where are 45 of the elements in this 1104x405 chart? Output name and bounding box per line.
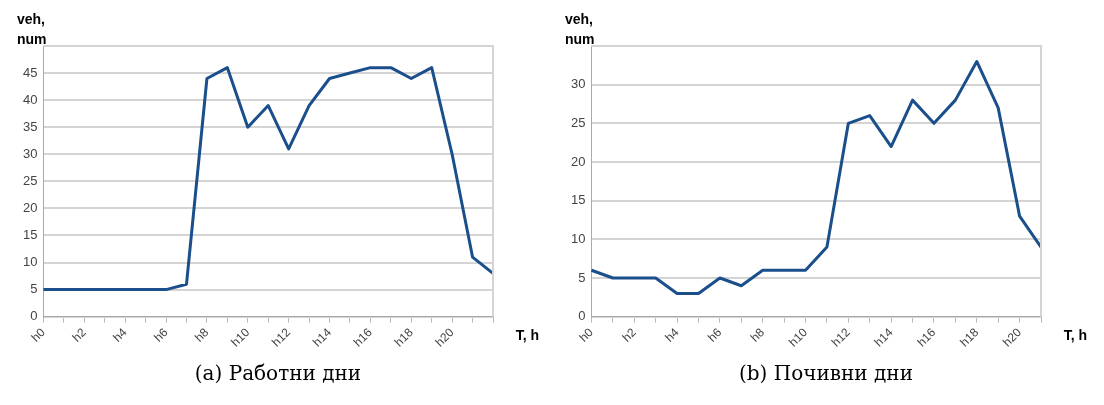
y-tick-label: 15 (22, 227, 38, 243)
x-tick-label: h16 (914, 325, 939, 350)
x-tick-label: h10 (228, 325, 253, 350)
x-tick-label: h14 (871, 325, 896, 350)
y-axis-title: veh, num (17, 11, 47, 47)
x-tick-label: h18 (957, 325, 982, 350)
x-tick-label: h6 (705, 325, 725, 345)
y-tick-label: 10 (570, 230, 586, 246)
x-tick-label: h2 (69, 325, 90, 345)
y-tick-label: 0 (578, 308, 586, 324)
y-tick-label: 15 (570, 192, 586, 208)
x-tick-label: h16 (350, 325, 376, 350)
x-tick-label: h12 (828, 325, 854, 350)
x-tick-label: h2 (619, 325, 639, 345)
y-tick-label: 0 (30, 308, 38, 324)
x-tick-label: h6 (151, 325, 171, 345)
x-axis-title: T, h (1063, 326, 1087, 343)
y-axis-title: veh, num (565, 11, 595, 47)
y-tick-label: 5 (30, 281, 38, 297)
y-tick-label: 30 (570, 76, 586, 92)
x-tick-label: h4 (110, 325, 130, 345)
y-tick-label: 35 (22, 118, 38, 134)
x-tick-label: h20 (432, 325, 457, 350)
x-tick-label: h0 (576, 325, 597, 345)
x-tick-label: h10 (785, 325, 811, 350)
y-tick-label: 10 (22, 254, 38, 270)
y-tick-label: 45 (22, 64, 38, 80)
x-tick-label: h8 (747, 325, 768, 345)
text: (b) Почивни дни (738, 361, 914, 385)
y-tick-label: 40 (22, 91, 38, 107)
y-tick-label: 20 (22, 199, 38, 215)
y-tick-label: 5 (578, 269, 586, 285)
x-tick-label: h8 (192, 325, 212, 345)
y-tick-label: 20 (570, 153, 586, 169)
y-tick-label: 25 (570, 114, 586, 130)
y-tick-label: 30 (22, 145, 38, 161)
y-tick-label: 25 (22, 172, 38, 188)
x-tick-label: h20 (999, 325, 1025, 350)
x-tick-label: h12 (269, 325, 294, 350)
x-tick-label: h4 (662, 325, 682, 345)
x-tick-label: h18 (391, 325, 416, 350)
x-tick-label: h14 (309, 325, 335, 350)
x-axis-title: T, h (515, 326, 539, 343)
text: (a) Работни дни (194, 361, 362, 385)
x-tick-label: h0 (28, 325, 49, 345)
